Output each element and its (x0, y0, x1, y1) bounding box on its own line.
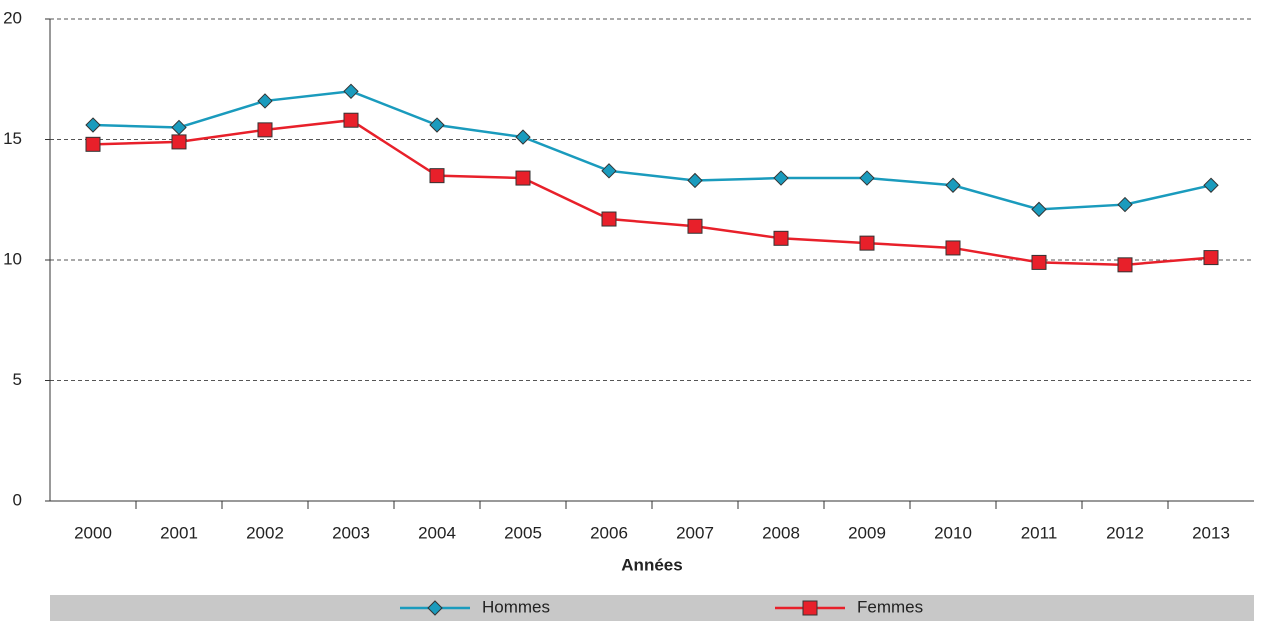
point-marker (687, 172, 703, 189)
point-marker (773, 230, 789, 246)
x-tick-label: 2008 (762, 523, 800, 542)
x-tick-label: 2011 (1021, 523, 1058, 542)
point-marker (343, 83, 359, 100)
point-marker (171, 134, 187, 150)
point-marker (687, 218, 703, 234)
x-axis-title: Années (621, 555, 682, 574)
point-marker (343, 112, 359, 128)
legend-label: Hommes (482, 597, 550, 616)
point-marker (1117, 196, 1133, 213)
point-marker (859, 170, 875, 186)
x-tick-label: 2005 (504, 523, 542, 542)
point-marker (515, 129, 531, 145)
point-marker (773, 170, 789, 186)
x-tick-label: 2004 (418, 523, 456, 542)
point-marker (1031, 201, 1047, 218)
point-marker (1031, 254, 1047, 270)
series-line (92, 90, 1212, 211)
y-tick-label: 0 (13, 490, 22, 509)
point-marker (85, 136, 101, 152)
y-tick-label: 5 (13, 370, 22, 389)
legend-marker (802, 600, 818, 616)
point-marker (1203, 250, 1219, 266)
point-marker (945, 177, 961, 193)
point-marker (429, 168, 445, 184)
point-marker (1203, 177, 1219, 193)
y-tick-label: 20 (3, 8, 22, 27)
point-marker (859, 235, 875, 251)
x-tick-label: 2010 (934, 523, 972, 542)
y-tick-label: 10 (3, 249, 22, 268)
point-marker (257, 93, 273, 109)
legend-label: Femmes (857, 597, 923, 616)
legend-marker (427, 600, 443, 616)
x-tick-label: 2009 (848, 523, 886, 542)
legend-band (50, 595, 1254, 621)
point-marker (601, 163, 617, 179)
x-tick-label: 2002 (246, 523, 284, 542)
point-marker (515, 170, 531, 186)
x-tick-label: 2003 (332, 523, 370, 542)
y-tick-label: 15 (3, 129, 22, 148)
point-marker (601, 211, 617, 227)
x-tick-label: 2000 (74, 523, 112, 542)
point-marker (171, 119, 187, 136)
point-marker (945, 240, 961, 256)
point-marker (85, 117, 101, 133)
point-marker (429, 117, 445, 133)
point-marker (1117, 257, 1133, 273)
point-marker (257, 122, 273, 138)
x-tick-label: 2012 (1106, 523, 1144, 542)
x-tick-label: 2001 (160, 523, 198, 542)
series-line (92, 118, 1212, 267)
x-tick-label: 2007 (676, 523, 714, 542)
x-tick-label: 2006 (590, 523, 628, 542)
x-tick-label: 2013 (1192, 523, 1230, 542)
